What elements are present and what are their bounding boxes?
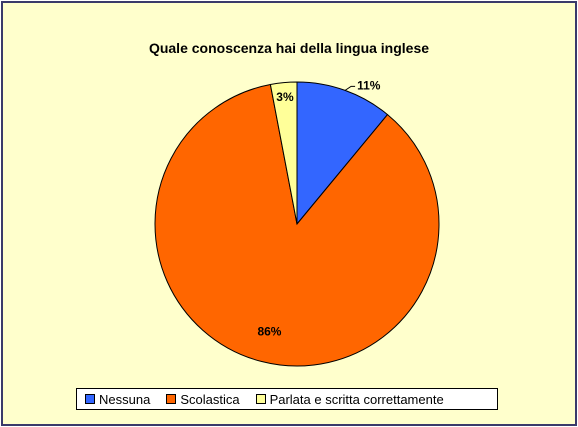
leader-line-nessuna	[344, 85, 356, 91]
pie-slice-nessuna	[296, 81, 389, 226]
pie-slice-parlata	[269, 81, 298, 225]
legend-item-parlata: Parlata e scritta correttamente	[255, 391, 444, 407]
legend-item-nessuna: Nessuna	[85, 392, 150, 407]
pie-slice-scolastica	[154, 83, 440, 367]
legend-label-scolastica: Scolastica	[180, 391, 240, 407]
legend-swatch-nessuna	[85, 394, 95, 404]
legend-item-scolastica: Scolastica	[166, 391, 240, 407]
legend-swatch-scolastica	[166, 394, 177, 404]
data-label-parlata: 3%	[276, 90, 294, 104]
legend-swatch-parlata	[255, 394, 266, 404]
legend-label-nessuna: Nessuna	[99, 391, 151, 407]
legend-label-parlata: Parlata e scritta correttamente	[269, 391, 444, 407]
legend: Nessuna Scolastica Parlata e scritta cor…	[76, 388, 498, 410]
data-label-nessuna: 11%	[357, 78, 381, 92]
chart-title: Quale conoscenza hai della lingua ingles…	[148, 40, 430, 56]
data-label-scolastica: 86%	[257, 324, 281, 338]
